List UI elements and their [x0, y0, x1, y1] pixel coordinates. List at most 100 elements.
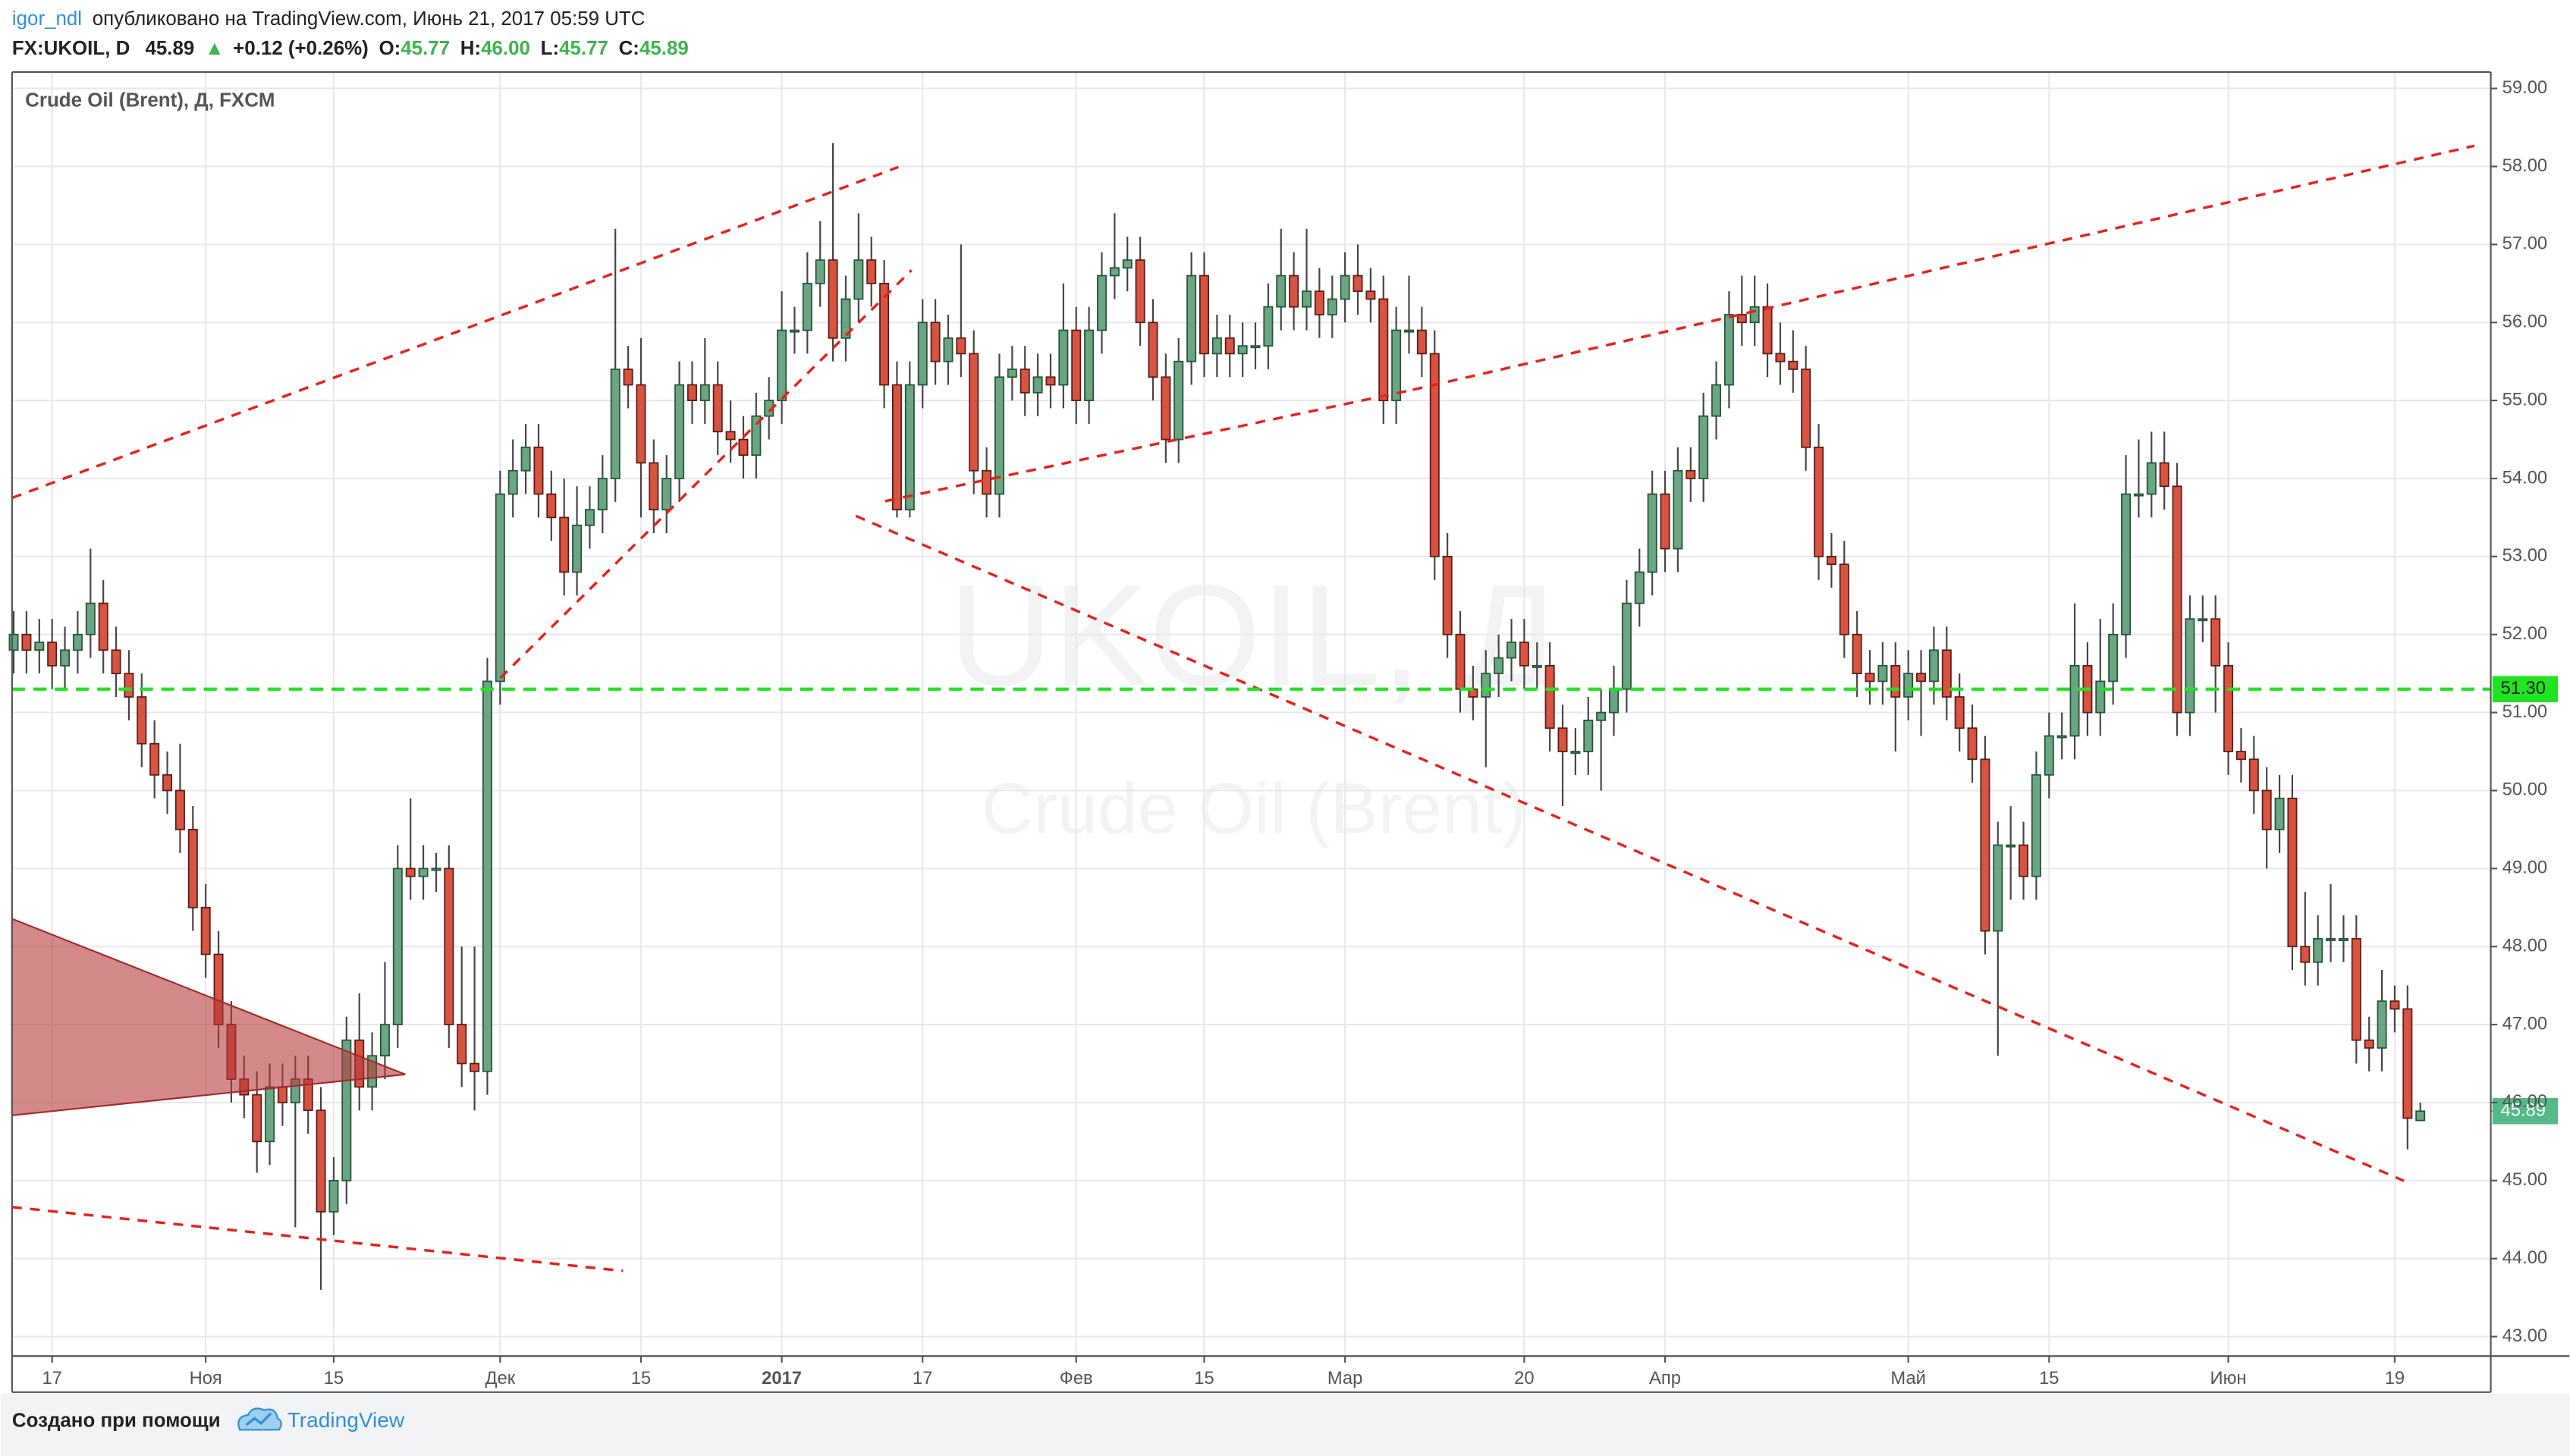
candle-body — [1621, 602, 1632, 690]
candle-body — [636, 384, 646, 464]
y-tick-label: 47.00 — [2502, 1013, 2547, 1034]
x-tick-label: Мар — [1327, 1368, 1362, 1389]
candle-body — [2133, 493, 2144, 497]
candle-body — [1327, 298, 1337, 315]
candle-body — [1122, 259, 1133, 269]
candle-body — [1596, 711, 1607, 721]
candle-body — [2338, 938, 2349, 941]
x-tick-label: Апр — [1649, 1368, 1681, 1389]
candle-body — [2377, 1000, 2387, 1049]
candle-body — [418, 868, 429, 877]
candle-body — [1749, 306, 1760, 324]
trend-line — [499, 269, 913, 679]
candle-body — [2056, 735, 2067, 739]
candle-body — [1519, 642, 1529, 667]
y-tick-label: 58.00 — [2502, 155, 2547, 176]
candle-body — [252, 1094, 262, 1143]
candle-body — [840, 298, 851, 339]
candle-body — [917, 322, 928, 386]
y-tick-label: 43.00 — [2502, 1326, 2547, 1346]
candle-body — [1877, 664, 1888, 682]
candle-body — [1544, 664, 1555, 730]
candle-body — [879, 282, 890, 386]
candle-body — [1481, 673, 1491, 698]
candle-body — [405, 868, 416, 877]
candle-body — [853, 259, 864, 300]
candle-body — [2210, 618, 2221, 667]
candle-body — [866, 259, 877, 284]
candle-body — [60, 649, 71, 667]
y-tick-label: 55.00 — [2502, 389, 2547, 410]
candle-body — [1429, 353, 1440, 557]
candle-body — [1071, 329, 1082, 401]
candle-body — [1980, 758, 1990, 932]
x-tick-label: Ноя — [190, 1368, 222, 1389]
candle-body — [1302, 290, 1312, 308]
candle-body — [341, 1039, 352, 1181]
candle-body — [85, 602, 96, 635]
candle-body — [1173, 360, 1184, 441]
y-tick-label: 56.00 — [2502, 312, 2547, 332]
candle-body — [1826, 555, 1836, 565]
candle-body — [200, 906, 211, 956]
x-tick-label: 15 — [631, 1368, 651, 1389]
candle-body — [111, 649, 121, 675]
footer-brand[interactable]: TradingView — [287, 1408, 405, 1432]
candle-body — [533, 446, 544, 495]
candle-body — [1557, 727, 1568, 752]
ohlc-label: O: — [379, 38, 401, 59]
candle-body — [2019, 844, 2029, 877]
candle-body — [1775, 353, 1786, 362]
overlay: 51.30 45.89 — [11, 676, 2559, 1125]
candle-body — [982, 469, 992, 495]
candle-body — [1365, 290, 1376, 300]
candle-body — [431, 868, 441, 871]
candle-body — [1532, 664, 1542, 668]
trend-line — [11, 1206, 624, 1272]
candle-body — [444, 868, 454, 1025]
ohlc-value: 45.89 — [639, 38, 689, 59]
header-line-1: igor_ndl опубликовано на TradingView.com… — [12, 8, 646, 30]
candle-body — [277, 1086, 287, 1103]
candle-body — [597, 478, 608, 510]
last-price-bg — [2492, 1097, 2559, 1125]
candle-body — [1711, 384, 1722, 417]
candle-body — [699, 384, 710, 401]
candle-body — [495, 493, 505, 682]
footer-created: Создано при помощи — [12, 1410, 221, 1431]
watermark-sub: Crude Oil (Brent) — [982, 768, 1526, 849]
x-tick-label: 17 — [42, 1368, 61, 1389]
x-tick-label: Фев — [1060, 1368, 1093, 1389]
tradingview-logo[interactable]: TradingView — [237, 1407, 405, 1432]
x-tick-label: 15 — [324, 1368, 344, 1389]
candle-body — [1250, 345, 1261, 349]
published: опубликовано на TradingView.com, Июнь 21… — [93, 8, 646, 30]
candle-body — [2006, 844, 2016, 848]
candle-body — [1788, 360, 1799, 370]
user-link[interactable]: igor_ndl — [12, 8, 82, 30]
y-tick-label: 45.00 — [2502, 1169, 2547, 1190]
candle-body — [1609, 688, 1619, 714]
candle-body — [2313, 938, 2323, 963]
candle-body — [379, 1024, 390, 1057]
y-tick-label: 57.00 — [2502, 234, 2547, 254]
candle-body — [1097, 275, 1107, 331]
candle-body — [1186, 275, 1197, 362]
candle-body — [149, 742, 160, 776]
candle-body — [2300, 946, 2311, 963]
candle-body — [1199, 275, 1209, 355]
candle-body — [1045, 376, 1056, 386]
candle-body — [1455, 633, 1466, 690]
y-tick-label: 53.00 — [2502, 545, 2547, 566]
x-tick-label: 15 — [2039, 1368, 2059, 1389]
candle-body — [1954, 696, 1965, 730]
candle-body — [1865, 673, 1875, 682]
candle-body — [789, 329, 800, 333]
y-tick-label: 44.00 — [2502, 1247, 2547, 1268]
candle-body — [2108, 633, 2119, 682]
candle-body — [815, 259, 825, 284]
candle-body — [1723, 314, 1734, 386]
y-tick-label: 52.00 — [2502, 623, 2547, 644]
trend-line — [1412, 144, 2475, 391]
ohlc-value: 46.00 — [481, 38, 530, 59]
